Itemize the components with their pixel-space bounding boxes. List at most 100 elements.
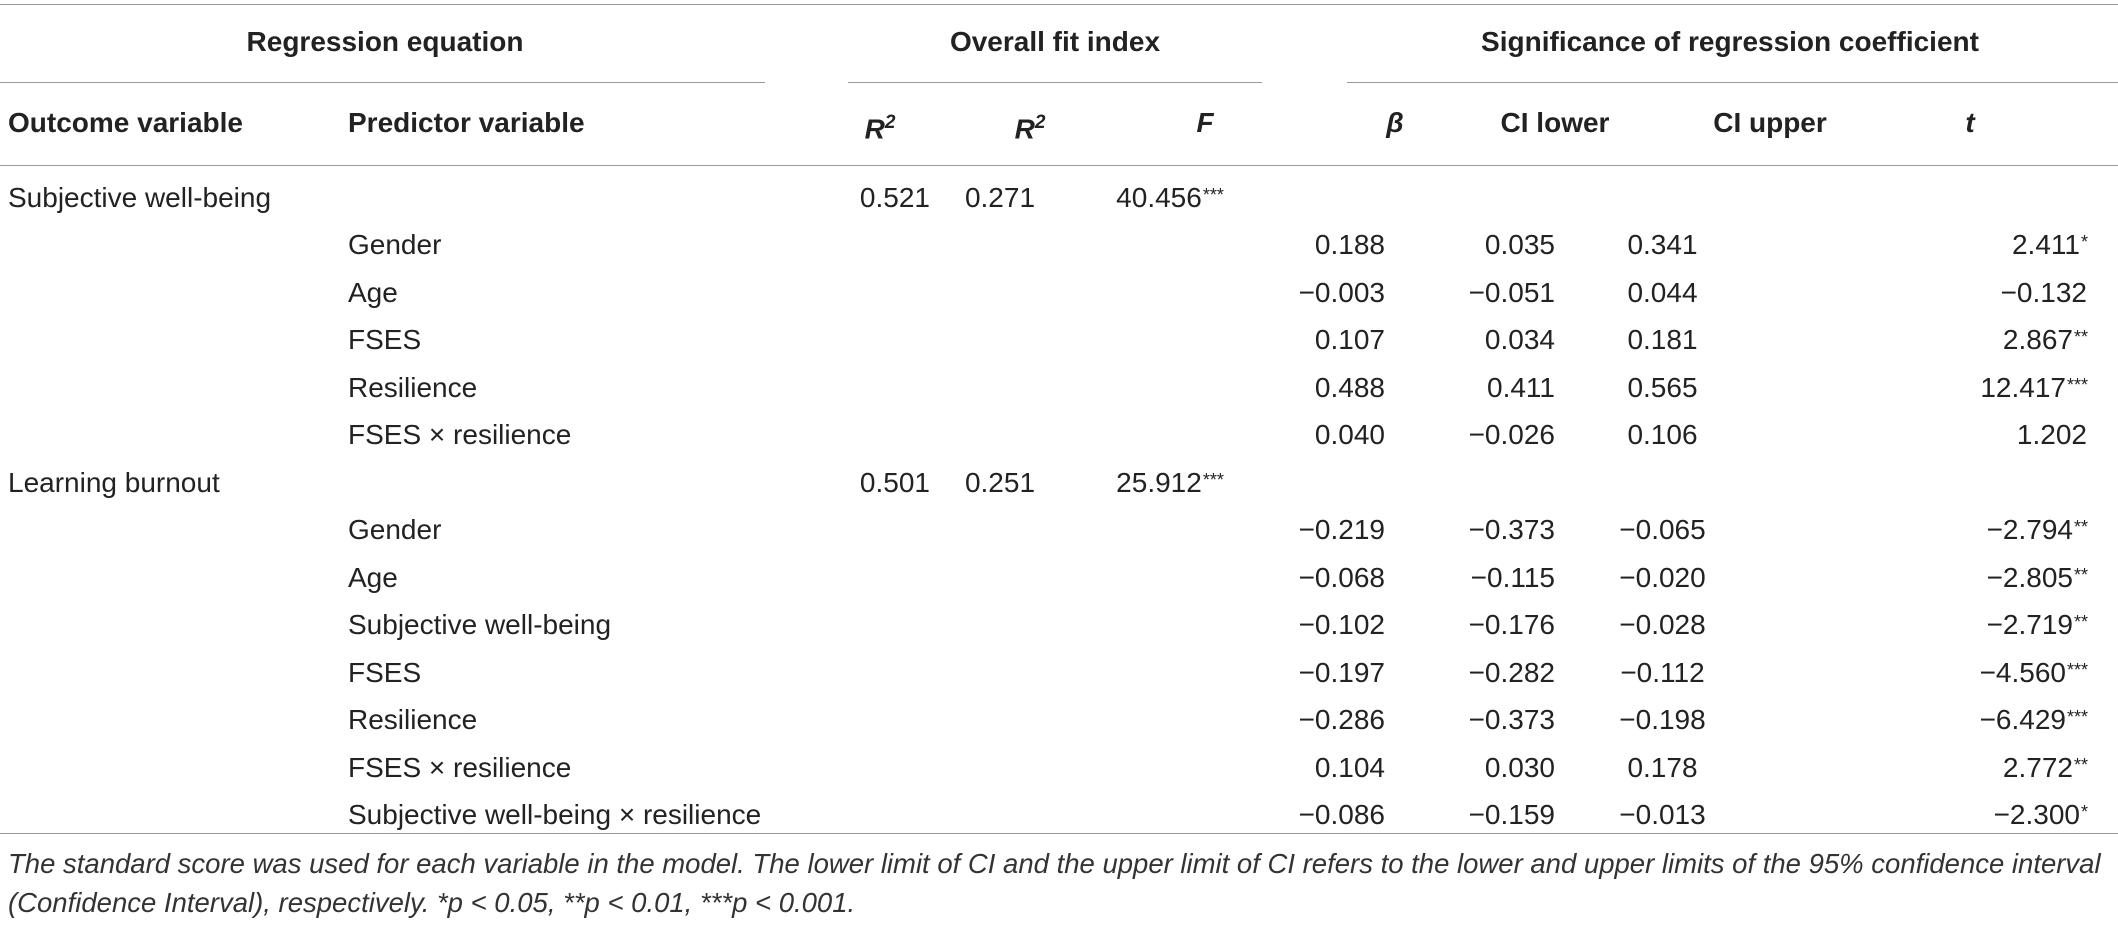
group-rule-significance [1347,82,2118,83]
cell-r [830,697,930,745]
cell-r2-value: 0.271 [964,181,1036,213]
cell-beta-value: −0.068 [1298,561,1385,593]
cell-r [830,649,930,697]
group-rule-overall-fit [848,82,1262,83]
table-row: Subjective well-being −0.102 −0.176 −0.028 −… [0,602,2118,650]
cell-ci-lower-value: −0.373 [1468,704,1555,736]
cell-ci-upper-value: 0.044 [1627,276,1698,308]
cell-ci-lower: −0.282 [1385,649,1555,697]
cell-ci-lower-value: 0.035 [1484,229,1555,261]
cell-t-value: 1.202 [2016,419,2087,451]
cell-f-value: 25.912 [1116,466,1202,498]
cell-ci-lower [1385,459,1555,507]
cell-ci-lower-value: −0.282 [1468,656,1555,688]
cell-ci-upper-value: 0.341 [1627,229,1698,261]
cell-outcome [0,649,348,697]
cell-r2-value: 0.251 [964,466,1036,498]
cell-ci-upper: 0.341 [1555,222,1770,270]
cell-f [1070,507,1270,555]
significance-stars: * [2080,232,2088,253]
cell-ci-lower-value: −0.159 [1468,799,1555,831]
cell-beta: −0.286 [1270,697,1385,745]
cell-r: 0.521 [830,174,930,222]
table-row: Subjective well-being 0.521 0.271 40.456*** [0,174,2118,222]
col-header-r2-letter: R [1014,113,1035,145]
significance-stars: ** [2073,327,2088,348]
cell-ci-upper: −0.198 [1555,697,1770,745]
col-header-ci-lower: CI lower [1500,107,1610,138]
cell-predictor: FSES [348,317,830,365]
cell-ci-lower: −0.159 [1385,792,1555,840]
cell-beta-value: 0.488 [1314,371,1385,403]
cell-beta-value: 0.107 [1314,324,1385,356]
cell-outcome [0,602,348,650]
cell-r2 [930,697,1070,745]
significance-stars: *** [1202,184,1224,205]
cell-ci-lower-value: −0.176 [1468,609,1555,641]
group-header-regression-equation: Regression equation [246,26,524,57]
cell-ci-upper-value: −0.112 [1620,656,1705,688]
cell-t: −6.429*** [1770,697,2118,745]
cell-beta-value: −0.197 [1298,656,1385,688]
table-top-rule [0,4,2118,5]
col-header-r2-sup: 2 [1034,112,1046,133]
cell-f [1070,269,1270,317]
cell-ci-lower: −0.115 [1385,554,1555,602]
cell-outcome [0,697,348,745]
cell-outcome-value: Learning burnout [8,466,220,498]
cell-r2 [930,554,1070,602]
table-row: Resilience −0.286 −0.373 −0.198 −6.429*** [0,697,2118,745]
cell-ci-upper-value: −0.013 [1619,799,1706,831]
cell-ci-upper: 0.178 [1555,744,1770,792]
cell-ci-upper: −0.013 [1555,792,1770,840]
cell-r [830,317,930,365]
cell-t: 2.411* [1770,222,2118,270]
cell-t-value: −2.719 [1986,609,2073,641]
cell-r2: 0.251 [930,459,1070,507]
cell-r [830,269,930,317]
cell-ci-upper: −0.112 [1555,649,1770,697]
cell-t [1770,174,2118,222]
cell-t: −2.719** [1770,602,2118,650]
cell-f [1070,412,1270,460]
cell-t [1770,459,2118,507]
cell-ci-lower: −0.373 [1385,697,1555,745]
cell-predictor-value: Subjective well-being [348,609,612,641]
cell-beta: 0.188 [1270,222,1385,270]
cell-predictor: Subjective well-being [348,602,830,650]
table-row: FSES × resilience 0.104 0.030 0.178 2.772** [0,744,2118,792]
cell-ci-lower: −0.373 [1385,507,1555,555]
cell-f [1070,554,1270,602]
col-header-r: R2 [820,106,940,146]
cell-ci-upper-value: −0.020 [1619,561,1706,593]
cell-f [1070,792,1270,840]
cell-predictor: FSES × resilience [348,412,830,460]
cell-r [830,222,930,270]
cell-ci-lower-value: 0.034 [1484,324,1555,356]
cell-r-value: 0.521 [859,181,930,213]
cell-t: −2.300* [1770,792,2118,840]
cell-ci-lower: −0.176 [1385,602,1555,650]
cell-ci-upper [1555,174,1770,222]
cell-t-value: −2.805 [1986,561,2073,593]
table-bottom-rule [0,833,2118,834]
col-header-t: t [1965,107,1975,138]
cell-r2 [930,269,1070,317]
cell-ci-upper-value: −0.198 [1619,704,1706,736]
cell-r2 [930,792,1070,840]
col-header-beta: β [1386,107,1404,138]
table-row: Learning burnout 0.501 0.251 25.912*** [0,459,2118,507]
cell-r [830,554,930,602]
significance-stars: ** [2073,754,2088,775]
cell-predictor: Gender [348,507,830,555]
cell-beta: −0.197 [1270,649,1385,697]
cell-predictor-value: Age [348,276,398,308]
cell-predictor-value: FSES [348,656,422,688]
cell-predictor-value: Gender [348,514,442,546]
cell-beta-value: −0.102 [1298,609,1385,641]
cell-t-value: −6.429 [1979,704,2066,736]
cell-beta: −0.219 [1270,507,1385,555]
cell-r2: 0.271 [930,174,1070,222]
cell-f [1070,649,1270,697]
table-footnote: The standard score was used for each var… [8,848,2101,918]
